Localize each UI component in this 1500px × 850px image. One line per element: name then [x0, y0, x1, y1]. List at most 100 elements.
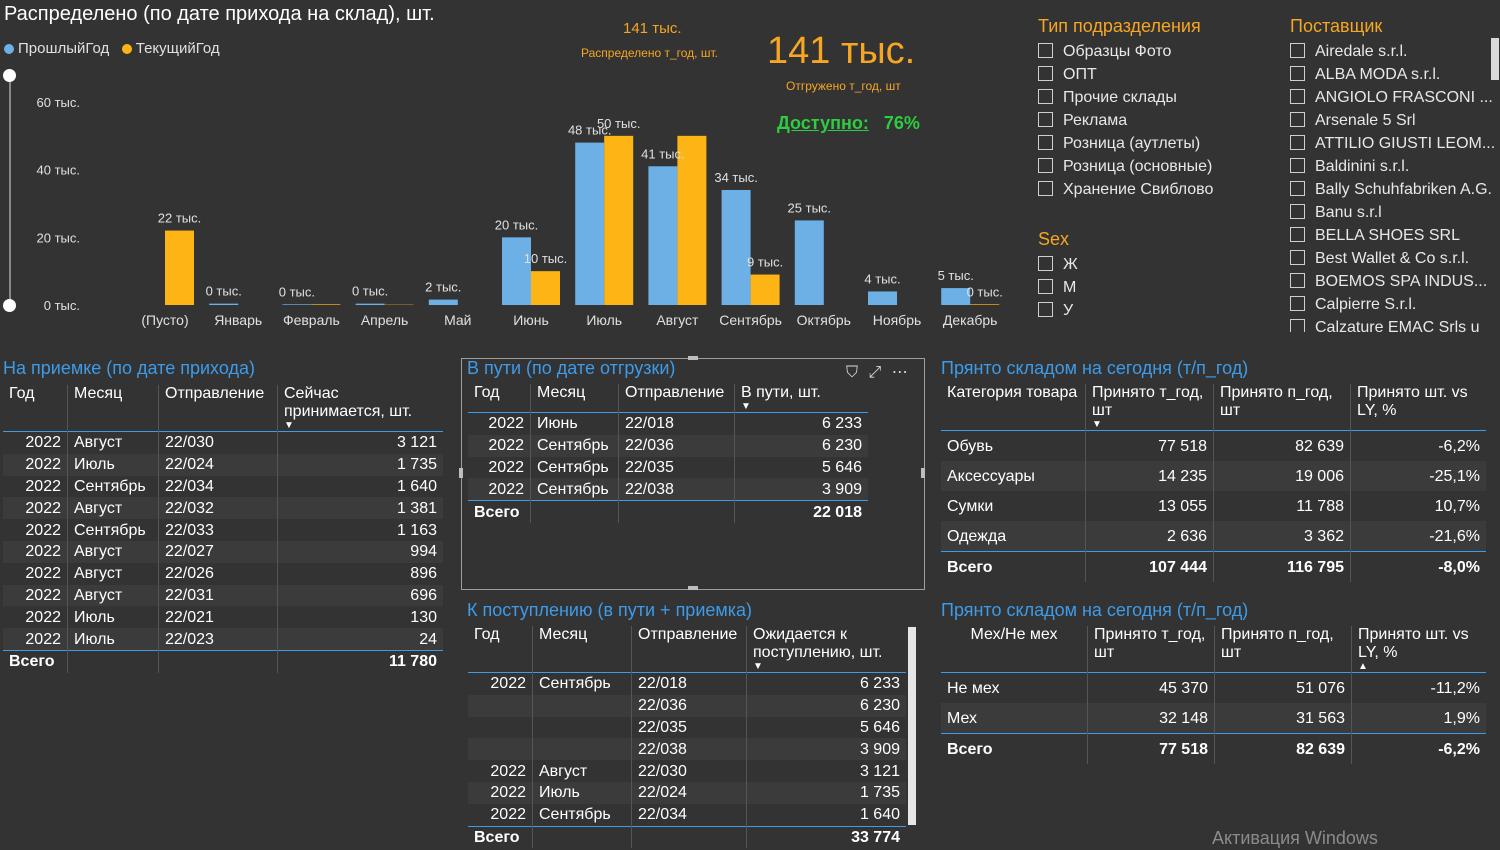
checkbox-icon[interactable] — [1290, 250, 1305, 265]
filter-icon[interactable]: ⛉ — [846, 364, 859, 381]
col-header-year[interactable]: Год — [3, 385, 68, 432]
col-header-accepted-current[interactable]: Принято т_год, шт — [1087, 626, 1215, 673]
checkbox-icon[interactable] — [1038, 181, 1053, 196]
bar-curr-year[interactable] — [677, 135, 707, 305]
col-header-accepted-current[interactable]: Принято т_год, шт ▼ — [1085, 384, 1214, 431]
bar-prev-year[interactable] — [575, 142, 605, 305]
checkbox-icon[interactable] — [1290, 273, 1305, 288]
table-row[interactable]: 2022 Август 22/026 896 — [3, 562, 443, 585]
col-header-accepted-vs-ly[interactable]: Принято шт. vs LY, % — [1357, 384, 1468, 419]
slicer-supplier-item[interactable]: Best Wallet & Co s.r.l. — [1290, 247, 1498, 270]
bar-curr-year[interactable] — [604, 135, 634, 305]
checkbox-icon[interactable] — [1038, 66, 1053, 81]
table-row[interactable]: 2022 Июль 22/021 130 — [3, 606, 443, 629]
col-header-receiving[interactable]: Сейчас принимается, шт. ▼ — [278, 385, 444, 432]
resize-handle-bottom[interactable] — [688, 586, 698, 590]
slicer-sex-item[interactable]: Ж — [1038, 253, 1238, 276]
slicer-supplier-item[interactable]: BOEMOS SPA INDUS... — [1290, 270, 1498, 293]
slicer-supplier-item[interactable]: Calpierre S.r.l. — [1290, 293, 1498, 316]
table-row[interactable]: 2022 Июль 22/024 1 735 — [3, 453, 443, 476]
slicer-type-item[interactable]: ОПТ — [1038, 63, 1278, 86]
checkbox-icon[interactable] — [1290, 158, 1305, 173]
bar-prev-year[interactable] — [721, 189, 751, 305]
table-row[interactable]: Сумки 13 055 11 788 10,7% — [941, 491, 1486, 521]
col-header-accepted-previous[interactable]: Принято п_год, шт — [1214, 626, 1352, 673]
table-row[interactable]: 2022 Июнь 22/018 6 233 — [468, 412, 868, 435]
checkbox-icon[interactable] — [1290, 43, 1305, 58]
col-header-category[interactable]: Категория товара — [941, 384, 1086, 431]
y-axis-range-slider[interactable] — [9, 75, 11, 305]
bar-prev-year[interactable] — [428, 299, 458, 305]
checkbox-icon[interactable] — [1038, 158, 1053, 173]
bar-curr-year[interactable] — [750, 274, 780, 305]
slicer-type-item[interactable]: Прочие склады — [1038, 86, 1278, 109]
col-header-shipment[interactable]: Отправление — [158, 385, 278, 432]
checkbox-icon[interactable] — [1038, 135, 1053, 150]
resize-handle-top[interactable] — [688, 356, 698, 360]
checkbox-icon[interactable] — [1290, 89, 1305, 104]
slicer-supplier-item[interactable]: Bally Schuhfabriken A.G. — [1290, 178, 1498, 201]
table-row[interactable]: Обувь 77 518 82 639 -6,2% — [941, 430, 1486, 461]
legend-item-prev-year[interactable]: ПрошлыйГод — [4, 40, 109, 57]
slicer-supplier-list[interactable]: Airedale s.r.l. ALBA MODA s.r.l. ANGIOLO… — [1290, 40, 1498, 332]
slicer-type-item[interactable]: Образцы Фото — [1038, 40, 1278, 63]
slicer-supplier-item[interactable]: ALBA MODA s.r.l. — [1290, 63, 1498, 86]
checkbox-icon[interactable] — [1290, 66, 1305, 81]
slicer-type-item[interactable]: Реклама — [1038, 109, 1278, 132]
col-header-month[interactable]: Месяц — [530, 384, 619, 413]
table-row[interactable]: Аксессуары 14 235 19 006 -25,1% — [941, 461, 1486, 491]
table-row[interactable]: 2022 Сентябрь 22/034 1 640 — [468, 803, 906, 827]
bar-curr-year[interactable] — [311, 304, 341, 305]
table-row[interactable]: 2022 Сентябрь 22/034 1 640 — [3, 475, 443, 498]
supplier-scrollbar[interactable] — [1491, 38, 1499, 80]
table-row[interactable]: 2022 Сентябрь 22/038 3 909 — [468, 478, 868, 501]
col-header-shipment[interactable]: Отправление — [618, 384, 735, 413]
col-header-in-transit[interactable]: В пути, шт. ▼ — [735, 384, 869, 413]
table-row[interactable]: 22/036 6 230 — [468, 694, 906, 717]
table-row[interactable]: 2022 Июль 22/023 24 — [3, 628, 443, 651]
table-row[interactable]: Мех 32 148 31 563 1,9% — [941, 703, 1486, 734]
bar-prev-year[interactable] — [868, 291, 897, 305]
table-row[interactable]: 2022 Июль 22/024 1 735 — [468, 781, 906, 804]
slicer-supplier-item[interactable]: Arsenale 5 Srl — [1290, 109, 1498, 132]
table-row[interactable]: 2022 Сентябрь 22/033 1 163 — [3, 519, 443, 541]
col-header-year[interactable]: Год — [468, 384, 531, 413]
checkbox-icon[interactable] — [1038, 112, 1053, 127]
checkbox-icon[interactable] — [1038, 89, 1053, 104]
slicer-type-item[interactable]: Хранение Свиблово — [1038, 178, 1278, 201]
slicer-supplier-item[interactable]: BELLA SHOES SRL — [1290, 224, 1498, 247]
slicer-supplier-item[interactable]: Banu s.r.l — [1290, 201, 1498, 224]
table-row[interactable]: 22/035 5 646 — [468, 716, 906, 739]
checkbox-icon[interactable] — [1290, 112, 1305, 127]
more-options-icon[interactable]: ⋯ — [891, 364, 908, 381]
slicer-sex-item[interactable]: М — [1038, 276, 1238, 299]
col-header-month[interactable]: Месяц — [67, 385, 159, 432]
bar-curr-year[interactable] — [970, 304, 1000, 305]
slicer-supplier-item[interactable]: ATTILIO GIUSTI LEOM... — [1290, 132, 1498, 155]
col-header-expected[interactable]: Ожидается к поступлению, шт. ▼ — [747, 626, 907, 673]
table-row[interactable]: 2022 Сентябрь 22/035 5 646 — [468, 456, 868, 479]
bar-prev-year[interactable] — [355, 303, 385, 305]
table-row[interactable]: 2022 Август 22/031 696 — [3, 584, 443, 607]
col-header-shipment[interactable]: Отправление — [631, 626, 747, 673]
bar-prev-year[interactable] — [648, 166, 678, 305]
checkbox-icon[interactable] — [1038, 256, 1053, 271]
table-row[interactable]: 22/038 3 909 — [468, 738, 906, 761]
table-row[interactable]: 2022 Август 22/030 3 121 — [3, 431, 443, 454]
checkbox-icon[interactable] — [1290, 296, 1305, 311]
slicer-sex-item[interactable]: У — [1038, 299, 1238, 322]
slicer-supplier-item[interactable]: ANGIOLO FRASCONI ... — [1290, 86, 1498, 109]
checkbox-icon[interactable] — [1038, 43, 1053, 58]
slicer-supplier-item[interactable]: Airedale s.r.l. — [1290, 40, 1498, 63]
bar-curr-year[interactable] — [531, 271, 560, 305]
checkbox-icon[interactable] — [1038, 279, 1053, 294]
slicer-supplier-item[interactable]: Calzature EMAC Srls u — [1290, 316, 1498, 332]
table-row[interactable]: 2022 Сентябрь 22/036 6 230 — [468, 434, 868, 457]
table-row[interactable]: 2022 Август 22/030 3 121 — [468, 760, 906, 782]
checkbox-icon[interactable] — [1038, 302, 1053, 317]
checkbox-icon[interactable] — [1290, 204, 1305, 219]
slider-bottom-handle[interactable] — [3, 299, 16, 312]
slicer-type-item[interactable]: Розница (аутлеты) — [1038, 132, 1278, 155]
bar-prev-year[interactable] — [282, 304, 312, 305]
slicer-type-item[interactable]: Розница (основные) — [1038, 155, 1278, 178]
